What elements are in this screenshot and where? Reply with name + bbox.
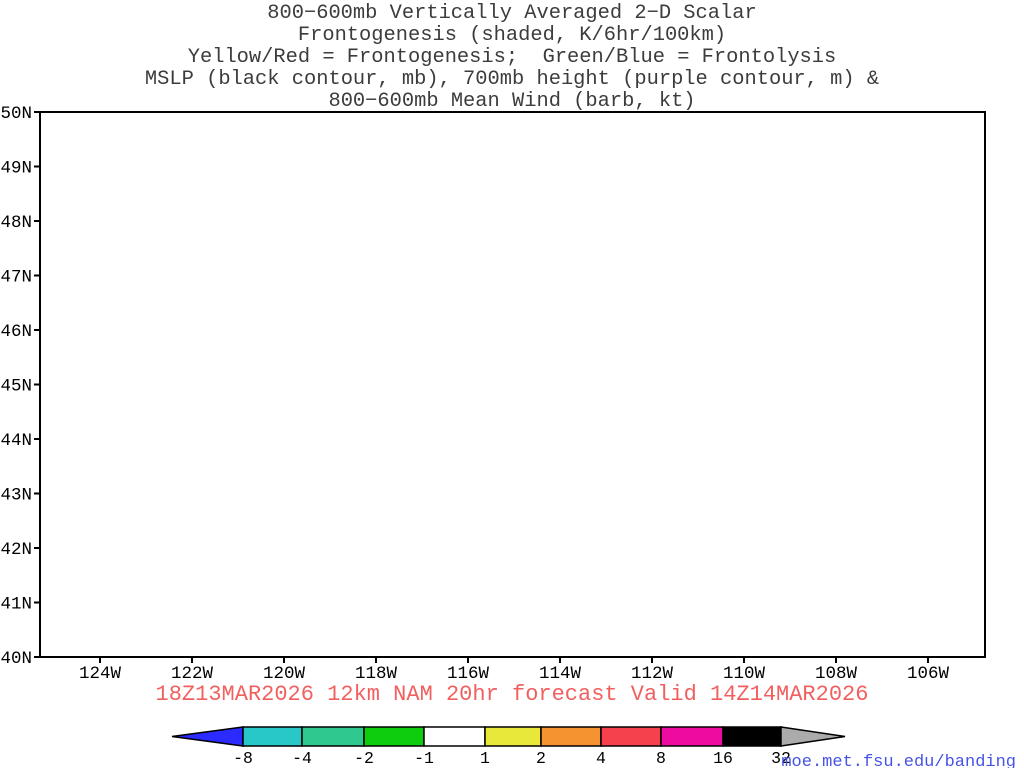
svg-text:124W: 124W <box>79 664 122 684</box>
svg-text:32: 32 <box>771 749 791 768</box>
svg-text:43N: 43N <box>0 486 32 506</box>
svg-text:18Z13MAR2026 12km NAM 20hr for: 18Z13MAR2026 12km NAM 20hr forecast Vali… <box>156 682 869 707</box>
svg-text:40N: 40N <box>0 649 32 669</box>
svg-text:16: 16 <box>713 749 733 768</box>
svg-text:1: 1 <box>480 749 490 768</box>
svg-text:122W: 122W <box>171 664 214 684</box>
svg-text:45N: 45N <box>0 377 32 397</box>
svg-text:47N: 47N <box>0 268 32 288</box>
svg-text:Yellow/Red = Frontogenesis; G: Yellow/Red = Frontogenesis; Green/Blue =… <box>188 46 837 69</box>
svg-text:2: 2 <box>536 749 546 768</box>
svg-text:4: 4 <box>596 749 606 768</box>
svg-text:50N: 50N <box>0 104 32 124</box>
svg-text:8: 8 <box>656 749 666 768</box>
svg-text:-4: -4 <box>292 749 312 768</box>
svg-text:44N: 44N <box>0 431 32 451</box>
svg-text:116W: 116W <box>447 664 490 684</box>
svg-text:-2: -2 <box>354 749 374 768</box>
svg-text:46N: 46N <box>0 322 32 342</box>
svg-text:108W: 108W <box>815 664 858 684</box>
svg-text:-8: -8 <box>233 749 253 768</box>
svg-text:MSLP (black contour, mb), 700m: MSLP (black contour, mb), 700mb height (… <box>145 68 879 91</box>
svg-text:112W: 112W <box>631 664 674 684</box>
svg-text:-1: -1 <box>414 749 434 768</box>
svg-text:Frontogenesis (shaded, K/6hr/1: Frontogenesis (shaded, K/6hr/100km) <box>298 24 726 47</box>
svg-text:49N: 49N <box>0 159 32 179</box>
svg-text:114W: 114W <box>539 664 582 684</box>
svg-text:moe.met.fsu.edu/banding: moe.met.fsu.edu/banding <box>781 753 1016 768</box>
svg-text:106W: 106W <box>907 664 950 684</box>
svg-text:48N: 48N <box>0 213 32 233</box>
svg-text:42N: 42N <box>0 540 32 560</box>
svg-text:118W: 118W <box>355 664 398 684</box>
svg-text:800−600mb Mean Wind (barb, kt): 800−600mb Mean Wind (barb, kt) <box>328 90 695 113</box>
svg-text:110W: 110W <box>723 664 766 684</box>
svg-text:120W: 120W <box>263 664 306 684</box>
svg-text:800−600mb Vertically Averaged: 800−600mb Vertically Averaged 2−D Scalar <box>267 2 756 25</box>
svg-text:41N: 41N <box>0 595 32 615</box>
